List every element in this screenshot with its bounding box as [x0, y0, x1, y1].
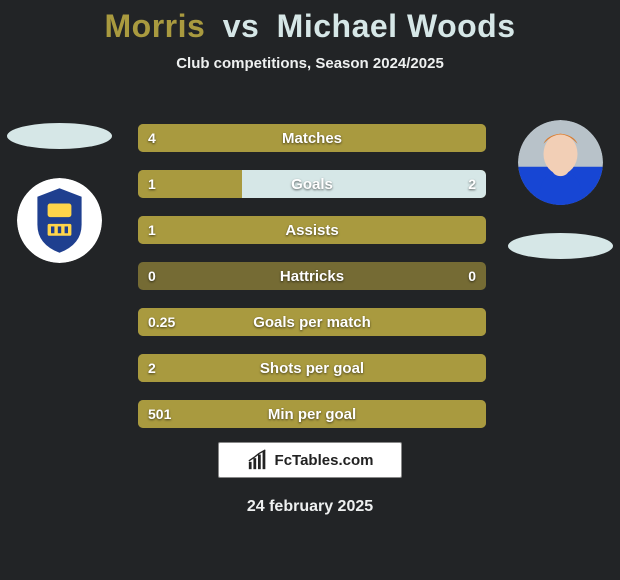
stat-label: Hattricks — [138, 262, 486, 290]
vs-label: vs — [223, 8, 260, 44]
stat-row: 501Min per goal — [138, 400, 486, 428]
stat-row: 12Goals — [138, 170, 486, 198]
player-photo-icon — [518, 120, 603, 205]
player2-name: Michael Woods — [277, 8, 516, 44]
player1-name: Morris — [105, 8, 206, 44]
player1-shadow-ellipse — [7, 123, 112, 149]
subtitle: Club competitions, Season 2024/2025 — [0, 55, 620, 72]
chart-icon — [247, 449, 269, 471]
stat-row: 1Assists — [138, 216, 486, 244]
comparison-title: Morris vs Michael Woods — [0, 0, 620, 45]
player2-avatar — [518, 120, 603, 205]
player1-avatar — [17, 178, 102, 263]
footer-date: 24 february 2025 — [0, 498, 620, 516]
stat-label: Min per goal — [138, 400, 486, 428]
stat-label: Matches — [138, 124, 486, 152]
player2-shadow-ellipse — [508, 233, 613, 259]
stat-label: Goals per match — [138, 308, 486, 336]
stat-label: Goals — [138, 170, 486, 198]
stat-row: 4Matches — [138, 124, 486, 152]
stat-label: Shots per goal — [138, 354, 486, 382]
brand-badge: FcTables.com — [218, 442, 402, 478]
brand-text: FcTables.com — [275, 452, 374, 469]
stats-bars: 4Matches 12Goals 1Assists 00Hattricks 0.25Go… — [138, 124, 486, 446]
stat-row: 0.25Goals per match — [138, 308, 486, 336]
stat-row: 00Hattricks — [138, 262, 486, 290]
club-crest-icon — [17, 178, 102, 263]
stat-row: 2Shots per goal — [138, 354, 486, 382]
stat-label: Assists — [138, 216, 486, 244]
